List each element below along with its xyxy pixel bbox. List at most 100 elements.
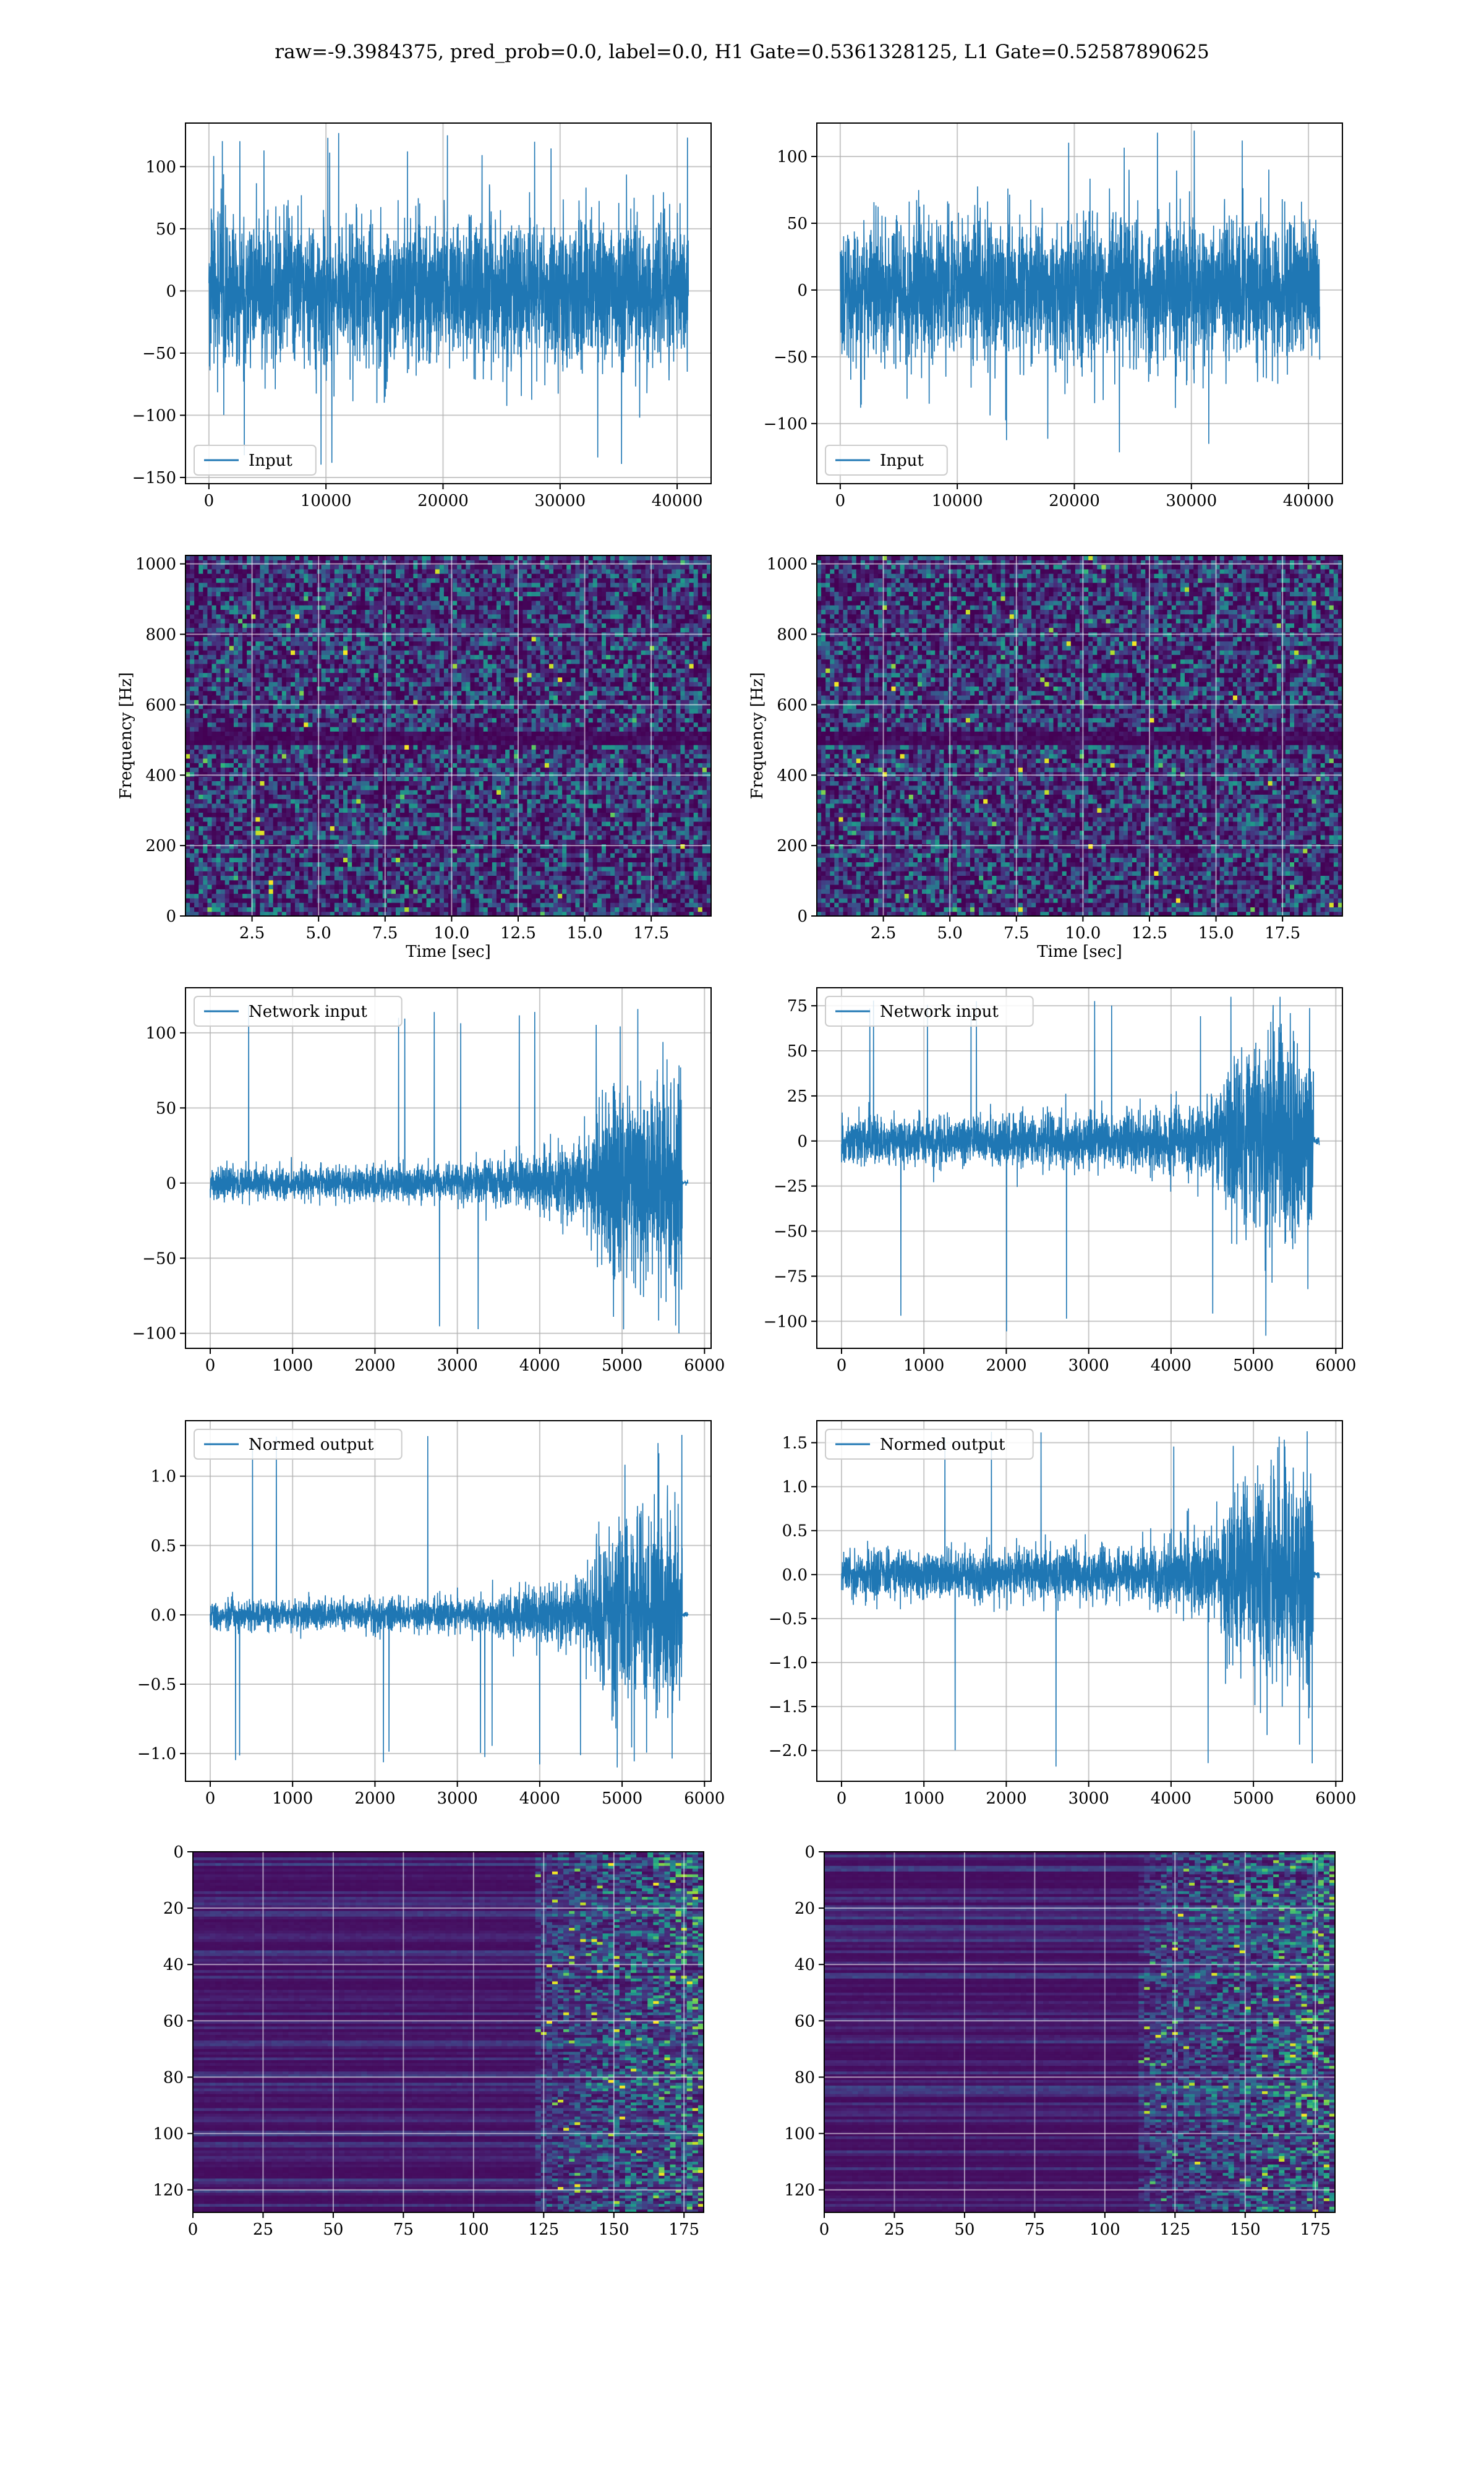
h1-normed-output-ytick-label: −0.5 xyxy=(137,1676,176,1694)
l1-feature-map-ytick-label: 100 xyxy=(784,2125,815,2143)
l1-feature-map-xtick-label: 0 xyxy=(819,2220,830,2239)
h1-normed-output-series-line xyxy=(210,1434,689,1768)
l1-network-input-xtick-label: 2000 xyxy=(986,1356,1026,1375)
l1-feature-map-xtick-label: 50 xyxy=(954,2220,974,2239)
h1-normed-output-ytick-label: 0.5 xyxy=(151,1537,176,1556)
l1-input-axes: 0 10000 20000 30000 40000 −100 −50 0 50 100 Input xyxy=(764,122,1343,510)
h1-spectrogram-cells xyxy=(186,555,712,917)
h1-network-input-series-line xyxy=(210,1005,689,1333)
l1-feature-map-xtick-label: 125 xyxy=(1159,2220,1190,2239)
h1-network-input-xtick-label: 4000 xyxy=(519,1356,560,1375)
l1-normed-output-ytick-label: 1.5 xyxy=(782,1434,808,1453)
h1-network-input-ytick-label: 50 xyxy=(156,1099,176,1118)
h1-feature-map-ytick-label: 0 xyxy=(173,1843,184,1862)
l1-feature-map-ytick-label: 60 xyxy=(795,2012,815,2031)
h1-feature-map-ytick-label: 20 xyxy=(163,1899,184,1918)
h1-normed-output-frame xyxy=(185,1420,712,1782)
h1-feature-map-ytick-label: 120 xyxy=(153,2181,184,2200)
l1-network-input-legend: Network input xyxy=(825,996,1034,1027)
l1-input-xtick-label: 40000 xyxy=(1283,492,1334,510)
l1-normed-output-ytick-label: 0.0 xyxy=(782,1566,808,1585)
h1-normed-output-ytick-label: 1.0 xyxy=(151,1468,176,1486)
h1-input-legend: Input xyxy=(194,445,317,476)
l1-spectrogram-xtick-label: 10.0 xyxy=(1065,924,1101,943)
h1-spectrogram-xtick-label: 17.5 xyxy=(633,924,669,943)
h1-network-input-xtick-label: 2000 xyxy=(354,1356,395,1375)
l1-network-input-xtick-label: 5000 xyxy=(1233,1356,1274,1375)
legend-label: Input xyxy=(880,452,924,470)
l1-feature-map-xtick-label: 25 xyxy=(884,2220,905,2239)
l1-spectrogram-ytick-label: 1000 xyxy=(767,555,808,574)
l1-spectrogram-xtick-label: 17.5 xyxy=(1264,924,1300,943)
h1-input-ytick-label: 50 xyxy=(156,220,176,239)
h1-spectrogram-xlabel: Time [sec] xyxy=(406,943,491,961)
l1-input-xtick-label: 10000 xyxy=(932,492,983,510)
h1-spectrogram-xtick-label: 2.5 xyxy=(239,924,265,943)
l1-input-series-line xyxy=(840,131,1321,453)
l1-normed-output-xtick-label: 0 xyxy=(837,1789,847,1808)
l1-network-input-ytick-label: −75 xyxy=(774,1267,808,1286)
l1-spectrogram-cells xyxy=(817,555,1343,917)
l1-normed-output-ytick-label: 1.0 xyxy=(782,1478,808,1497)
l1-normed-output-frame xyxy=(816,1420,1343,1782)
figure-title: raw=-9.3984375, pred_prob=0.0, label=0.0… xyxy=(0,41,1484,63)
h1-feature-map-xtick-label: 75 xyxy=(393,2220,414,2239)
l1-spectrogram-xtick-label: 7.5 xyxy=(1004,924,1029,943)
h1-input-xtick-label: 10000 xyxy=(301,492,352,510)
l1-normed-output-xtick-label: 6000 xyxy=(1315,1789,1356,1808)
h1-normed-output-xtick-label: 2000 xyxy=(354,1789,395,1808)
legend-label: Network input xyxy=(880,1003,999,1021)
l1-input-xtick-label: 0 xyxy=(835,492,846,510)
l1-spectrogram-xlabel: Time [sec] xyxy=(1037,943,1122,961)
h1-input-series-line xyxy=(208,133,689,465)
legend-label: Normed output xyxy=(880,1436,1005,1454)
h1-input-xtick-label: 0 xyxy=(204,492,215,510)
l1-input-xtick-label: 30000 xyxy=(1166,492,1217,510)
l1-feature-map-xtick-label: 100 xyxy=(1090,2220,1120,2239)
h1-feature-map-ytick-label: 100 xyxy=(153,2125,184,2143)
l1-spectrogram-frame xyxy=(816,555,1343,917)
h1-network-input-xtick-label: 0 xyxy=(205,1356,216,1375)
l1-network-input-frame xyxy=(816,987,1343,1349)
l1-network-input-ytick-label: 25 xyxy=(787,1087,808,1106)
l1-input-ytick-label: −100 xyxy=(764,415,808,434)
h1-network-input-axes: 0 1000 2000 3000 4000 5000 6000 −100 −50 0 50 100 Ne… xyxy=(132,987,725,1375)
l1-spectrogram-ylabel: Frequency [Hz] xyxy=(748,672,767,800)
l1-spectrogram-xtick-label: 15.0 xyxy=(1198,924,1234,943)
l1-feature-map-ytick-label: 20 xyxy=(795,1899,815,1918)
l1-input-legend: Input xyxy=(825,445,948,476)
h1-normed-output-ytick-label: 0.0 xyxy=(151,1606,176,1625)
l1-spectrogram-ytick-label: 200 xyxy=(777,837,808,855)
l1-normed-output-xtick-label: 4000 xyxy=(1151,1789,1192,1808)
l1-feature-map-xtick-label: 175 xyxy=(1300,2220,1331,2239)
h1-normed-output-xtick-label: 6000 xyxy=(684,1789,725,1808)
l1-normed-output-legend: Normed output xyxy=(825,1429,1034,1460)
h1-spectrogram-ytick-label: 200 xyxy=(145,837,176,855)
h1-spectrogram-axes: 2.5 5.0 7.5 10.0 12.5 15.0 17.5 0 200 400 600 800 10… xyxy=(117,555,712,961)
h1-normed-output-legend: Normed output xyxy=(194,1429,403,1460)
l1-feature-map-xtick-label: 75 xyxy=(1025,2220,1045,2239)
l1-input-ytick-label: 0 xyxy=(797,281,808,300)
l1-spectrogram-xtick-label: 12.5 xyxy=(1132,924,1167,943)
l1-network-input-ytick-label: −100 xyxy=(764,1312,808,1331)
l1-feature-map-ytick-label: 120 xyxy=(784,2181,815,2200)
h1-network-input-ytick-label: −50 xyxy=(142,1249,176,1268)
h1-feature-map-xtick-label: 50 xyxy=(323,2220,343,2239)
h1-normed-output-axes: 0 1000 2000 3000 4000 5000 6000 −1.0 −0.5 0.0 0.5 1… xyxy=(137,1420,725,1808)
l1-normed-output-ytick-label: −2.0 xyxy=(769,1742,808,1760)
h1-spectrogram-ytick-label: 1000 xyxy=(135,555,176,574)
l1-network-input-ytick-label: 0 xyxy=(797,1132,808,1151)
l1-network-input-ytick-label: −50 xyxy=(774,1223,808,1241)
h1-normed-output-xtick-label: 1000 xyxy=(272,1789,313,1808)
h1-feature-map-xtick-label: 125 xyxy=(528,2220,559,2239)
h1-input-frame xyxy=(185,122,712,484)
l1-spectrogram-xtick-label: 2.5 xyxy=(871,924,896,943)
l1-normed-output-series-line xyxy=(841,1431,1320,1767)
h1-input-ytick-label: −50 xyxy=(142,345,176,363)
l1-normed-output-ytick-label: −1.0 xyxy=(769,1654,808,1672)
h1-network-input-ytick-label: 0 xyxy=(166,1175,176,1193)
l1-normed-output-ytick-label: −0.5 xyxy=(769,1610,808,1629)
l1-network-input-axes: 0 1000 2000 3000 4000 5000 6000 −100 −75 −50 −25 0 2… xyxy=(764,987,1356,1375)
h1-spectrogram-xtick-label: 7.5 xyxy=(372,924,398,943)
